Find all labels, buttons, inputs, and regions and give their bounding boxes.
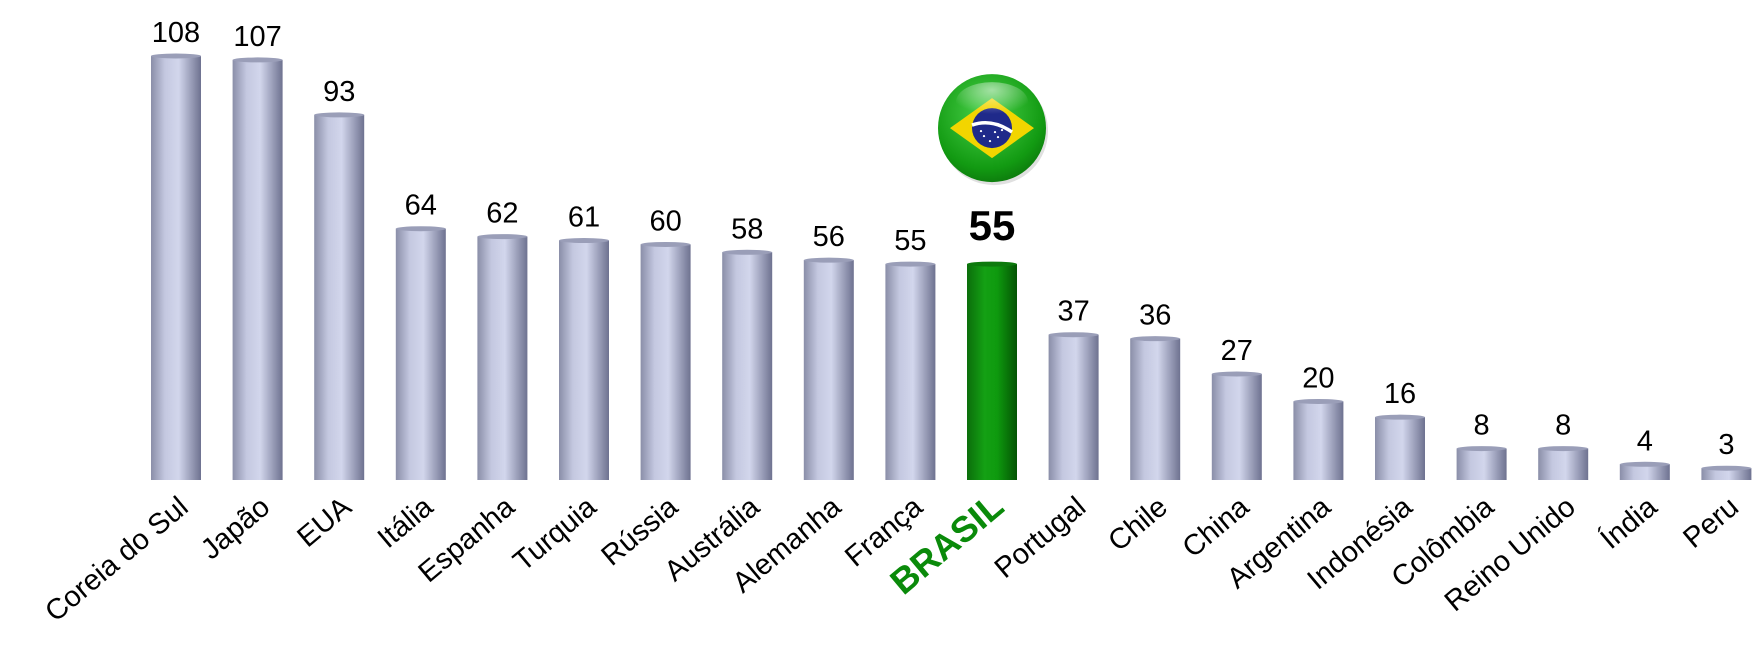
flag-band (971, 121, 1014, 134)
category-label-peru: Peru (1677, 491, 1745, 555)
bar-cap-brasil (967, 261, 1017, 267)
bar-franca (885, 264, 936, 480)
bar-cap-india (1619, 461, 1670, 467)
value-label-chile: 36 (1139, 300, 1171, 332)
bar-cap-franca (885, 261, 936, 267)
value-label-japao: 107 (233, 21, 281, 53)
bar-cap-alemanha (803, 257, 854, 263)
bar-cap-portugal (1048, 332, 1099, 338)
value-label-brasil: 55 (969, 202, 1016, 249)
bar-brasil (967, 264, 1017, 480)
brazil-flag-icon (938, 74, 1048, 186)
value-label-russia: 60 (649, 205, 681, 237)
bar-australia (722, 252, 773, 480)
value-label-turquia: 61 (568, 202, 600, 234)
category-label-coreia-do-sul: Coreia do Sul (39, 491, 194, 628)
flag-star (993, 130, 997, 134)
bar-cap-coreia-do-sul (151, 53, 201, 59)
bar-cap-eua (314, 112, 365, 118)
value-label-franca: 55 (894, 225, 926, 257)
category-label-japao: Japão (195, 491, 276, 566)
bar-turquia (559, 240, 609, 480)
bar-china (1211, 374, 1262, 480)
flag-star (1000, 128, 1004, 132)
bar-alemanha (803, 260, 854, 480)
bar-portugal (1048, 334, 1099, 480)
bar-peru (1701, 468, 1752, 480)
value-label-australia: 58 (731, 213, 763, 245)
bar-russia (640, 244, 691, 480)
value-label-alemanha: 56 (813, 221, 845, 253)
value-label-indonesia: 16 (1384, 378, 1416, 410)
bar-cap-espanha (477, 234, 528, 240)
bar-cap-argentina (1293, 398, 1344, 404)
flag-star (982, 134, 986, 138)
bar-eua (314, 114, 365, 480)
bar-india (1619, 464, 1670, 480)
bar-argentina (1293, 401, 1344, 480)
category-label-italia: Itália (372, 490, 440, 554)
category-label-chile: Chile (1102, 491, 1173, 558)
bar-cap-russia (640, 241, 691, 247)
value-label-argentina: 20 (1302, 362, 1334, 394)
bar-coreia-do-sul (151, 56, 201, 480)
value-label-reino-unido: 8 (1555, 410, 1571, 442)
flag-star (979, 129, 983, 133)
bar-italia (395, 228, 446, 480)
bar-espanha (477, 236, 528, 480)
bar-cap-peru (1701, 465, 1752, 471)
flag-star (988, 139, 992, 143)
bar-indonesia (1375, 417, 1425, 480)
bar-cap-japao (232, 57, 283, 63)
bar-cap-chile (1130, 336, 1181, 342)
bar-cap-indonesia (1375, 414, 1425, 420)
value-label-colombia: 8 (1474, 410, 1490, 442)
bar-chile (1130, 338, 1181, 480)
bar-cap-china (1211, 371, 1262, 377)
value-label-china: 27 (1221, 335, 1253, 367)
bar-cap-australia (722, 249, 773, 255)
value-label-eua: 93 (323, 76, 355, 108)
flag-shine (956, 82, 1028, 123)
category-label-portugal: Portugal (989, 491, 1092, 585)
category-label-india: Índia (1594, 490, 1664, 556)
bar-japao (232, 59, 283, 480)
value-label-portugal: 37 (1057, 296, 1089, 328)
bar-cap-turquia (559, 238, 609, 244)
bar-cap-italia (395, 226, 446, 232)
value-label-espanha: 62 (486, 198, 518, 230)
flag-star (996, 135, 1000, 139)
category-label-turquia: Turquia (507, 490, 603, 578)
bar-cap-colombia (1456, 446, 1507, 452)
value-label-peru: 3 (1718, 429, 1734, 461)
bar-colombia (1456, 448, 1507, 480)
value-label-india: 4 (1637, 425, 1653, 457)
bar-cap-reino-unido (1538, 446, 1589, 452)
value-label-italia: 64 (405, 190, 437, 222)
bar-reino-unido (1538, 448, 1589, 480)
value-label-coreia-do-sul: 108 (152, 17, 200, 49)
category-label-eua: EUA (291, 490, 358, 553)
